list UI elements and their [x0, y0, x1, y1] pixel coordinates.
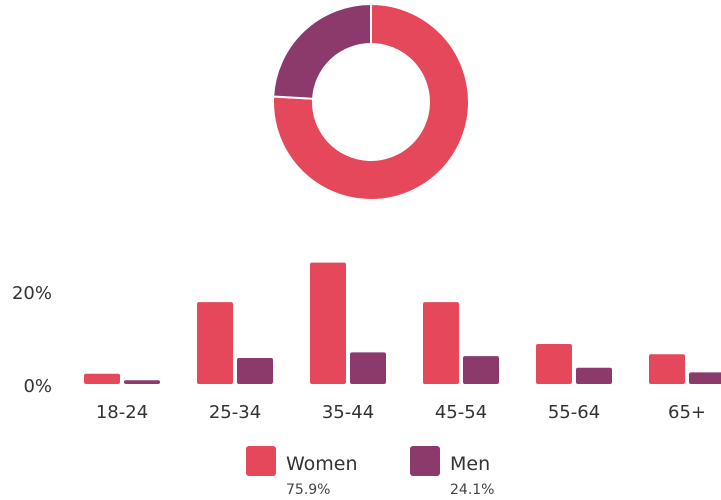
- bar-women-55-64[interactable]: [536, 344, 572, 384]
- x-tick-label: 65+: [668, 402, 706, 423]
- legend-swatch-men: [410, 446, 440, 476]
- x-axis-ticks: 18-24 25-34 35-44 45-54 55-64 65+: [96, 402, 706, 423]
- legend-swatch-women: [246, 446, 276, 476]
- bar-men-65+[interactable]: [689, 372, 721, 384]
- x-tick-label: 45-54: [435, 402, 487, 423]
- legend-label-men: Men: [450, 453, 490, 475]
- y-axis-ticks: 20% 0%: [12, 283, 52, 397]
- bar-women-25-34[interactable]: [197, 302, 233, 384]
- bar-men-35-44[interactable]: [350, 352, 386, 384]
- donut-slice-women[interactable]: [272, 2, 470, 201]
- x-tick-label: 25-34: [209, 402, 261, 423]
- gender-donut-chart: [272, 2, 470, 201]
- legend-item-women[interactable]: Women 75.9%: [246, 446, 358, 498]
- y-tick-label: 0%: [23, 376, 52, 397]
- y-tick-label: 20%: [12, 283, 52, 304]
- x-tick-label: 35-44: [322, 402, 374, 423]
- bar-men-25-34[interactable]: [237, 357, 273, 384]
- bars-layer: [84, 262, 721, 384]
- legend-item-men[interactable]: Men 24.1%: [410, 446, 494, 498]
- age-bar-chart: 20% 0% 18-24 25-34 35-44 45-54 55-64 65+: [12, 262, 721, 423]
- legend-label-women: Women: [286, 453, 358, 475]
- bar-men-45-54[interactable]: [463, 356, 499, 384]
- donut-slice-men[interactable]: [272, 2, 372, 100]
- bar-women-18-24[interactable]: [84, 373, 120, 384]
- x-tick-label: 18-24: [96, 402, 148, 423]
- x-tick-label: 55-64: [548, 402, 600, 423]
- bar-women-65+[interactable]: [649, 354, 685, 384]
- legend: Women 75.9% Men 24.1%: [246, 446, 494, 498]
- bar-women-45-54[interactable]: [423, 302, 459, 384]
- bar-men-55-64[interactable]: [576, 367, 612, 384]
- bar-women-35-44[interactable]: [310, 262, 346, 384]
- legend-share-women: 75.9%: [286, 482, 330, 498]
- legend-share-men: 24.1%: [450, 482, 494, 498]
- bar-men-18-24[interactable]: [124, 380, 160, 384]
